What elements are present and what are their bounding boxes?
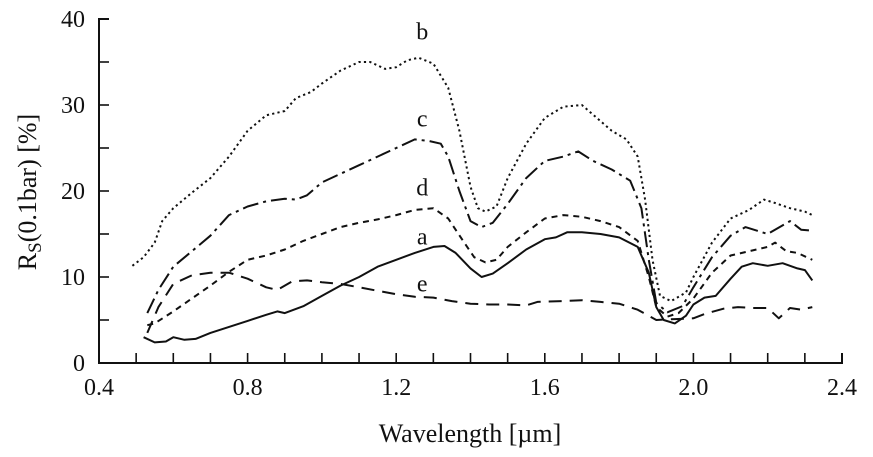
curve-label-a: a <box>417 224 428 250</box>
x-tick-label: 0.4 <box>84 375 114 401</box>
curve-label-d: d <box>416 175 428 201</box>
y-tick-label: 10 <box>61 265 85 291</box>
curve-label-e: e <box>417 272 428 298</box>
y-axis-title: RS(0.1bar) [%] <box>13 114 46 270</box>
x-tick-label: 1.6 <box>530 375 560 401</box>
series-line-d <box>147 207 813 327</box>
series-group <box>131 56 814 344</box>
axes <box>98 18 843 364</box>
x-ticks: 0.4 0.8 1.2 1.6 2.0 2.4 <box>84 353 857 401</box>
y-axis-title-main: R <box>13 252 42 270</box>
y-tick-label: 20 <box>61 179 85 205</box>
y-ticks: 0 10 20 30 40 <box>61 7 109 377</box>
x-tick-label: 0.8 <box>233 375 263 401</box>
y-axis-title-subscript: S <box>25 242 46 253</box>
x-tick-label: 2.0 <box>678 375 708 401</box>
x-tick-label: 2.4 <box>827 375 857 401</box>
y-tick-label: 30 <box>61 93 85 119</box>
series-line-a <box>143 231 814 344</box>
axis-frame <box>98 18 843 364</box>
x-tick-label: 1.2 <box>381 375 411 401</box>
y-tick-label: 0 <box>73 351 85 377</box>
curve-label-c: c <box>417 107 428 133</box>
series-line-e <box>146 271 813 334</box>
series-line-b <box>131 56 813 303</box>
curve-label-b: b <box>416 20 428 46</box>
series-line-c <box>146 138 813 314</box>
y-axis-title-rest: (0.1bar) [%] <box>13 114 42 243</box>
y-tick-label: 40 <box>61 7 85 33</box>
x-axis-title: Wavelength [µm] <box>379 419 562 448</box>
curve-labels: a b c d e <box>416 20 428 298</box>
